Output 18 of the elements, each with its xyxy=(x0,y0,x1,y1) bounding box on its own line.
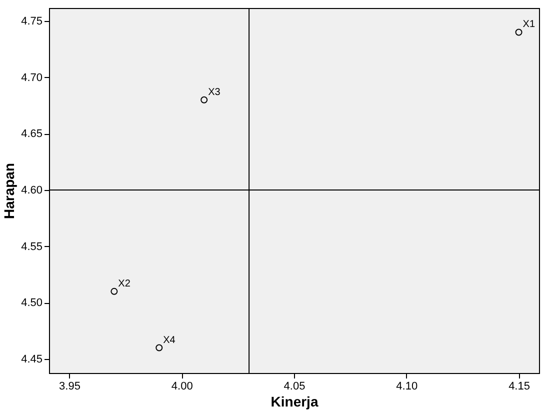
y-tick-label: 4.50 xyxy=(21,297,42,310)
y-tick-label: 4.55 xyxy=(21,240,42,253)
x-tick-label: 3.95 xyxy=(59,380,80,392)
annotation: X2 xyxy=(118,278,131,290)
y-axis-title: Harapan xyxy=(1,162,18,220)
y-tick-label: 4.60 xyxy=(21,184,42,196)
y-tick-label: 4.75 xyxy=(21,15,42,28)
x-tick-label: 4.10 xyxy=(396,380,418,392)
y-tick-label: 4.65 xyxy=(21,128,42,140)
x-tick-label: 4.05 xyxy=(284,380,306,392)
y-tick-label: 4.45 xyxy=(21,354,42,366)
annotation: X4 xyxy=(163,334,176,346)
x-axis-title: Kinerja xyxy=(270,394,318,410)
annotation: X1 xyxy=(522,19,536,30)
x-tick-label: 4.15 xyxy=(508,380,530,392)
y-tick-label: 4.70 xyxy=(21,72,42,84)
annotation: X3 xyxy=(208,86,221,98)
x-tick-label: 4.00 xyxy=(171,380,193,392)
